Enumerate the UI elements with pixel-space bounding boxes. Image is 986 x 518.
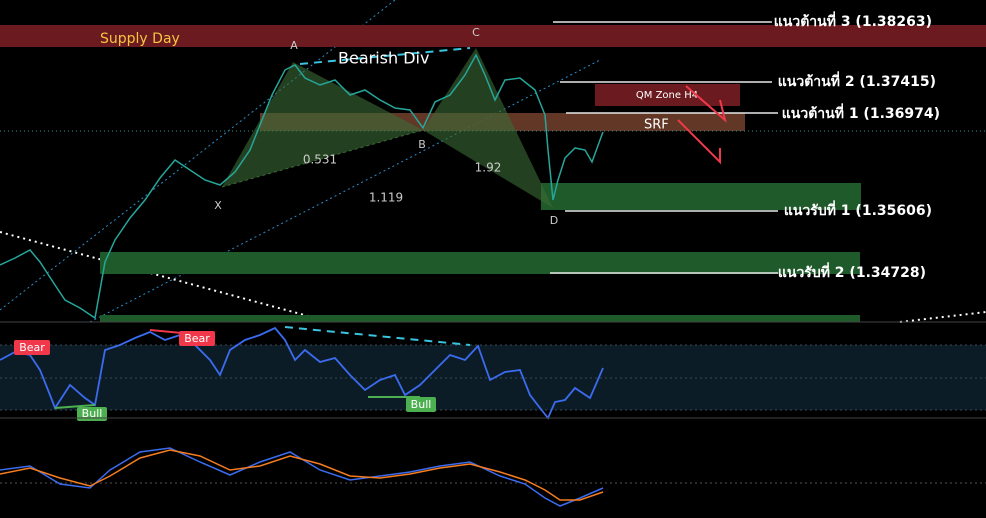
point-label: A: [290, 39, 298, 52]
level-label: แนวต้านที่ 1 (1.36974): [782, 103, 940, 122]
rsi-badge-label: Bear: [184, 332, 210, 345]
supply-label: Supply Day: [100, 31, 180, 47]
demand-zone: [100, 315, 860, 322]
signal-line: [0, 449, 604, 501]
ratio-label: 1.92: [475, 161, 502, 175]
channel-line: [0, 0, 396, 311]
harmonic-xab: [222, 62, 423, 187]
price-series: [0, 53, 604, 320]
srf-label: SRF: [644, 118, 669, 133]
channel-line: [89, 59, 601, 323]
point-label: D: [550, 214, 558, 227]
harmonic-leg: [221, 129, 424, 188]
point-label: C: [472, 26, 480, 39]
rsi-line: [0, 326, 604, 420]
rsi-badge-label: Bear: [19, 341, 45, 354]
point-label: B: [418, 138, 426, 151]
qm-label: QM Zone H4: [636, 90, 698, 101]
arrow: [677, 119, 721, 165]
level-label: แนวรับที่ 2 (1.34728): [778, 262, 926, 281]
ratio-label: 1.119: [369, 191, 403, 205]
divergence-line: [149, 329, 183, 334]
rsi-badge: [179, 331, 215, 346]
divergence-line: [299, 47, 471, 65]
level-label: แนวต้านที่ 3 (1.38263): [774, 11, 932, 30]
rsi-badge: [14, 340, 50, 355]
ratio-label: 0.531: [303, 153, 337, 167]
trend-line: [899, 311, 986, 323]
demand-zone: [100, 252, 860, 274]
rsi-badge-label: Bull: [82, 407, 103, 420]
divergence-line: [54, 404, 96, 409]
arrow: [685, 85, 727, 123]
rsi-badge-label: Bull: [411, 398, 432, 411]
level-label: แนวรับที่ 1 (1.35606): [784, 200, 932, 219]
annotation: Bearish Div: [338, 49, 429, 68]
divergence-line: [284, 326, 471, 346]
level-label: แนวต้านที่ 2 (1.37415): [778, 71, 936, 90]
macd-line: [0, 447, 604, 507]
demand-zone: [541, 183, 861, 210]
supply-zone: [0, 25, 986, 47]
rsi-badge: [406, 397, 436, 412]
point-label: X: [214, 199, 222, 212]
